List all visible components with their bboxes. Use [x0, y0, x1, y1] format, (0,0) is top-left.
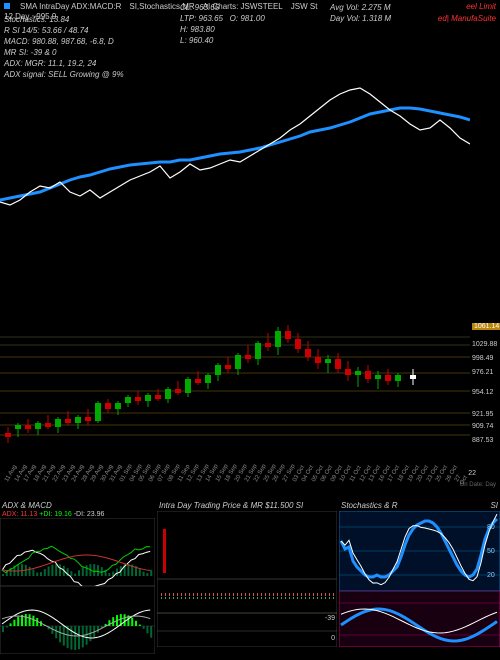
- stat-rsi: R SI 14/5: 53.66 / 48.74: [4, 25, 124, 36]
- mr-chart: [157, 579, 337, 647]
- stat-adx-signal: ADX signal: SELL Growing @ 9%: [4, 69, 124, 80]
- svg-text:50: 50: [487, 548, 495, 555]
- hdr-4: JSW St: [291, 2, 318, 11]
- right-block: Avg Vol: 2.275 M Day Vol: 1.318 M: [330, 2, 391, 24]
- stat-adx: ADX: MGR: 11.1, 19.2, 24: [4, 58, 124, 69]
- cl: CL: 963.65: [180, 3, 219, 12]
- sub1-title: ADX & MACD: [0, 500, 155, 511]
- stoch-chart: 80 50 20: [339, 511, 500, 591]
- adx-chart: [0, 518, 155, 586]
- macd-chart: [0, 586, 155, 654]
- svg-text:80: 80: [487, 524, 495, 531]
- ltp: LTP: 963.65: [180, 14, 223, 23]
- hdr-far-right-1: eel Limit: [466, 2, 496, 11]
- sub2-title: Intra Day Trading Price & MR $11.500 SI: [157, 500, 337, 511]
- candle-chart: [0, 315, 470, 470]
- plabel: 921.95: [472, 411, 493, 418]
- intraday-panel: Intra Day Trading Price & MR $11.500 SI …: [157, 500, 337, 655]
- ndi-val: -DI: 23.96: [74, 511, 105, 518]
- mark39: -39: [325, 615, 335, 622]
- pdi-val: +DI: 19.16: [39, 511, 72, 518]
- hdr-1: SMA IntraDay ADX:MACD:R: [20, 2, 121, 11]
- xaxis-extra: 22: [468, 470, 476, 477]
- mark0: 0: [331, 635, 335, 642]
- date-axis: 11 Aug14 Aug17 Aug18 Aug21 Aug22 Aug23 A…: [0, 470, 470, 492]
- plabel: 998.49: [472, 355, 493, 362]
- sub3-title-a: Stochastics & R: [341, 501, 397, 510]
- l: L: 960.40: [180, 35, 265, 46]
- plabel: 887.53: [472, 437, 493, 444]
- plabel: 954.12: [472, 389, 493, 396]
- intraday-chart: [157, 511, 337, 579]
- plabel: 1029.88: [472, 341, 497, 348]
- stat-stoch: Stochastics: 13.84: [4, 14, 124, 25]
- center-block: CL: 963.65 LTP: 963.65 O: 981.00 H: 983.…: [180, 2, 265, 46]
- price-axis: 1061.14 1029.88 998.49 976.21 954.12 921…: [470, 315, 500, 470]
- h: H: 983.80: [180, 24, 265, 35]
- day-vol: Day Vol: 1.318 M: [330, 13, 391, 24]
- stats-block: Stochastics: 13.84 R SI 14/5: 53.66 / 48…: [4, 14, 124, 80]
- xaxis-note: On Date: Day: [460, 482, 496, 488]
- stochastics-panel: Stochastics & R SI 80 50 20: [339, 500, 500, 655]
- stat-mr: MR SI: -39 & 0: [4, 47, 124, 58]
- o: O: 981.00: [230, 14, 265, 23]
- adx-val: ADX: 11.13: [2, 511, 37, 518]
- avg-vol: Avg Vol: 2.275 M: [330, 2, 391, 13]
- rsi-chart: [339, 591, 500, 647]
- top-price-chart: [0, 80, 470, 230]
- stat-macd: MACD: 980.88, 987.68, -6.8, D: [4, 36, 124, 47]
- adx-macd-panel: ADX & MACD ADX: 11.13 +DI: 19.16 -DI: 23…: [0, 500, 155, 655]
- plabel: 976.21: [472, 369, 493, 376]
- sub3-title-b: SI: [490, 501, 498, 510]
- svg-text:20: 20: [487, 572, 495, 579]
- price-tag: 1061.14: [472, 323, 500, 330]
- hdr-far-right-2: ed| ManufaSuite: [438, 14, 496, 23]
- plabel: 909.74: [472, 423, 493, 430]
- legend-dot: [4, 2, 12, 11]
